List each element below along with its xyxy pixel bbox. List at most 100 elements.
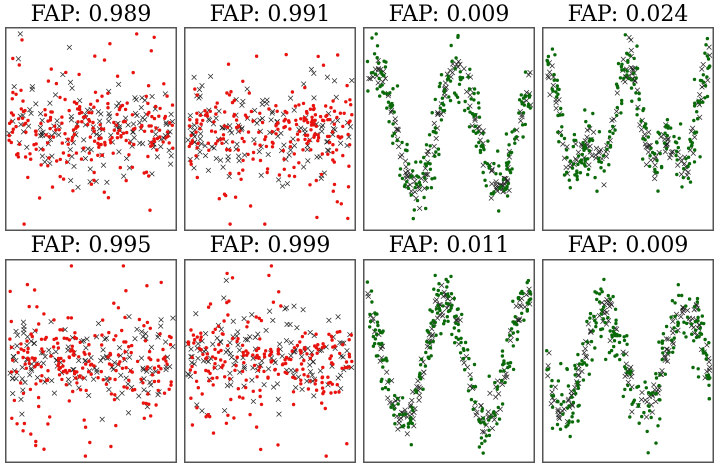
data-point bbox=[287, 174, 291, 178]
data-point bbox=[696, 367, 700, 371]
model-point bbox=[424, 151, 430, 158]
model-point bbox=[18, 396, 24, 403]
model-point bbox=[164, 354, 171, 360]
data-point bbox=[279, 304, 283, 308]
model-point bbox=[158, 323, 164, 329]
data-point bbox=[195, 146, 199, 150]
data-point bbox=[213, 356, 218, 361]
model-point bbox=[163, 366, 169, 373]
model-point bbox=[88, 355, 94, 361]
data-point bbox=[164, 359, 168, 363]
data-point bbox=[19, 342, 23, 346]
data-point bbox=[301, 101, 306, 106]
data-point bbox=[167, 141, 171, 145]
data-point bbox=[622, 76, 626, 80]
data-point bbox=[509, 327, 514, 331]
data-point bbox=[577, 362, 582, 366]
model-point bbox=[31, 340, 38, 347]
data-point bbox=[391, 122, 395, 126]
model-point bbox=[288, 339, 294, 346]
data-point bbox=[308, 356, 312, 360]
data-point bbox=[342, 111, 346, 116]
data-point bbox=[449, 292, 454, 296]
model-point bbox=[304, 378, 310, 384]
data-point bbox=[258, 158, 263, 163]
data-point bbox=[471, 112, 475, 116]
data-point bbox=[338, 329, 342, 334]
data-point bbox=[117, 128, 122, 132]
data-point bbox=[549, 384, 553, 388]
model-point bbox=[396, 143, 402, 150]
data-point bbox=[329, 354, 333, 358]
data-point bbox=[122, 385, 126, 389]
data-point bbox=[167, 387, 171, 391]
data-point bbox=[625, 370, 629, 375]
data-point bbox=[476, 101, 481, 105]
data-point bbox=[326, 152, 330, 156]
model-point bbox=[559, 408, 566, 414]
data-point bbox=[277, 290, 281, 294]
data-point bbox=[112, 128, 117, 132]
data-point bbox=[600, 327, 605, 331]
data-point bbox=[413, 185, 417, 190]
model-point bbox=[11, 354, 17, 360]
data-point bbox=[339, 202, 343, 206]
data-point bbox=[456, 322, 460, 327]
model-point bbox=[75, 184, 81, 190]
data-point bbox=[249, 109, 254, 114]
data-point bbox=[189, 396, 193, 400]
data-point bbox=[270, 145, 275, 149]
data-point bbox=[142, 171, 146, 175]
data-point bbox=[23, 362, 27, 366]
data-point bbox=[344, 100, 348, 104]
data-point bbox=[528, 292, 533, 296]
data-point bbox=[313, 118, 317, 123]
data-point bbox=[649, 392, 653, 397]
model-point bbox=[62, 326, 68, 333]
data-point bbox=[9, 140, 13, 145]
data-point bbox=[625, 69, 629, 73]
data-point bbox=[222, 319, 226, 323]
data-point bbox=[331, 189, 335, 193]
data-point bbox=[321, 63, 326, 67]
data-point bbox=[583, 157, 588, 161]
model-point bbox=[244, 86, 250, 92]
data-point bbox=[101, 378, 106, 382]
data-point bbox=[40, 374, 44, 378]
data-point bbox=[201, 352, 205, 357]
data-point bbox=[703, 51, 707, 55]
data-point bbox=[423, 364, 428, 368]
model-point bbox=[268, 117, 274, 123]
data-point bbox=[54, 336, 58, 341]
data-point bbox=[502, 188, 506, 192]
data-point bbox=[497, 164, 501, 168]
data-point bbox=[663, 372, 667, 376]
data-point bbox=[621, 394, 625, 399]
model-point bbox=[47, 100, 53, 106]
model-point bbox=[569, 403, 576, 409]
model-point bbox=[28, 367, 35, 373]
model-point bbox=[68, 177, 74, 184]
data-point bbox=[600, 290, 604, 294]
data-point bbox=[567, 178, 571, 182]
data-point bbox=[665, 133, 669, 138]
data-point bbox=[189, 162, 193, 166]
data-point bbox=[309, 148, 313, 152]
data-point bbox=[241, 158, 245, 163]
data-point bbox=[449, 43, 453, 48]
model-point bbox=[94, 369, 100, 375]
data-point bbox=[289, 357, 293, 362]
data-point bbox=[274, 104, 278, 108]
data-point bbox=[8, 337, 12, 341]
data-point bbox=[579, 158, 583, 162]
data-point bbox=[418, 363, 423, 367]
data-point bbox=[509, 150, 514, 155]
model-point bbox=[416, 392, 423, 398]
data-point bbox=[686, 146, 691, 150]
data-point bbox=[258, 388, 262, 392]
model-point bbox=[294, 325, 300, 331]
data-point bbox=[246, 130, 251, 134]
data-point bbox=[477, 115, 482, 119]
model-point bbox=[628, 37, 634, 43]
data-point bbox=[684, 335, 688, 339]
